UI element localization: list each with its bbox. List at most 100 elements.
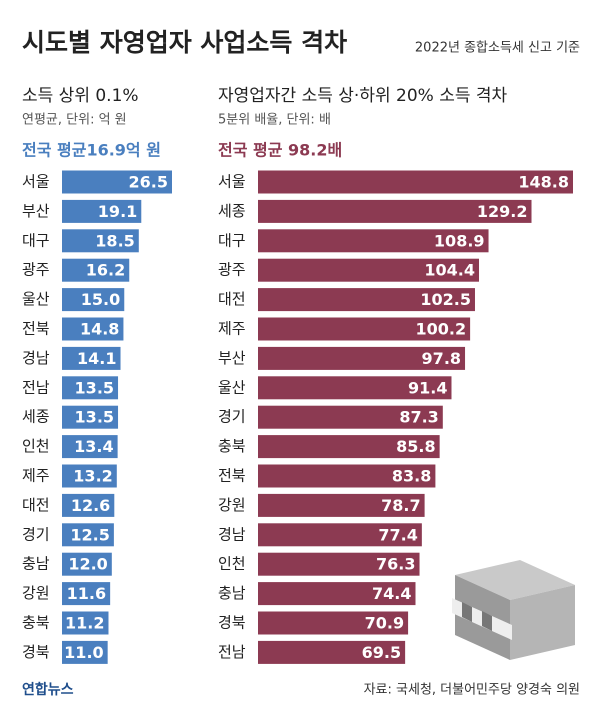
bar xyxy=(62,552,112,576)
category-label: 부산 xyxy=(218,349,246,367)
bar xyxy=(258,199,532,223)
value-label: 11.0 xyxy=(64,643,103,662)
value-label: 12.6 xyxy=(71,496,110,515)
category-label: 전북 xyxy=(22,320,50,338)
category-label: 광주 xyxy=(218,261,246,279)
category-label: 충북 xyxy=(22,614,50,632)
bar xyxy=(258,405,443,429)
value-label: 104.4 xyxy=(424,261,475,280)
value-label: 13.4 xyxy=(74,437,113,456)
building-icon xyxy=(452,560,575,660)
bar xyxy=(258,582,416,606)
bar xyxy=(62,229,139,253)
value-label: 148.8 xyxy=(518,173,569,192)
category-label: 서울 xyxy=(218,173,246,191)
value-label: 87.3 xyxy=(399,408,438,427)
category-label: 울산 xyxy=(22,290,50,308)
logo: 연합뉴스 xyxy=(22,681,74,698)
bar xyxy=(258,170,573,194)
bar xyxy=(62,258,130,282)
bar xyxy=(62,346,121,370)
value-label: 14.8 xyxy=(80,320,119,339)
source: 자료: 국세청, 더불어민주당 양경숙 의원 xyxy=(364,683,580,698)
value-label: 108.9 xyxy=(434,231,485,250)
bar xyxy=(258,464,436,488)
chart-subtitle: 연평균, 단위: 억 원 xyxy=(22,113,127,128)
category-label: 울산 xyxy=(218,378,246,396)
value-label: 85.8 xyxy=(396,437,435,456)
category-label: 경북 xyxy=(22,643,50,661)
bar xyxy=(62,199,142,223)
value-label: 11.2 xyxy=(65,614,104,633)
bar xyxy=(258,640,406,664)
category-label: 인천 xyxy=(218,555,246,573)
value-label: 11.6 xyxy=(67,584,106,603)
value-label: 69.5 xyxy=(362,643,401,662)
category-label: 전남 xyxy=(218,643,246,661)
value-label: 129.2 xyxy=(477,202,528,221)
bar xyxy=(62,405,119,429)
value-label: 76.3 xyxy=(376,555,415,574)
category-label: 서울 xyxy=(22,173,50,191)
bar xyxy=(62,376,119,400)
category-label: 대구 xyxy=(22,231,50,249)
category-label: 충남 xyxy=(218,584,246,602)
bar xyxy=(258,317,471,341)
value-label: 18.5 xyxy=(95,231,134,250)
value-label: 13.5 xyxy=(75,378,114,397)
bar xyxy=(62,582,111,606)
value-label: 91.4 xyxy=(408,378,447,397)
category-label: 부산 xyxy=(22,202,50,220)
bar xyxy=(258,288,475,312)
chart-subtitle: 5분위 배율, 단위: 배 xyxy=(218,113,331,128)
value-label: 14.1 xyxy=(77,349,116,368)
value-label: 13.2 xyxy=(73,467,112,486)
value-label: 70.9 xyxy=(365,614,404,633)
bar xyxy=(258,346,466,370)
category-label: 전북 xyxy=(218,467,246,485)
value-label: 100.2 xyxy=(416,320,467,339)
bar xyxy=(62,170,172,194)
category-label: 세종 xyxy=(218,202,246,220)
title: 시도별 자영업자 사업소득 격차 xyxy=(22,28,347,57)
bar xyxy=(62,523,114,547)
bar xyxy=(258,258,480,282)
value-label: 78.7 xyxy=(381,496,420,515)
category-label: 광주 xyxy=(22,261,50,279)
value-label: 12.0 xyxy=(68,555,107,574)
bar xyxy=(258,376,452,400)
bar xyxy=(258,523,422,547)
chart-title: 소득 상위 0.1% xyxy=(22,86,139,106)
chart-title: 자영업자간 소득 상·하위 20% 소득 격차 xyxy=(218,86,508,106)
bar xyxy=(62,435,118,459)
category-label: 강원 xyxy=(218,496,246,514)
value-label: 83.8 xyxy=(392,467,431,486)
category-label: 경남 xyxy=(218,525,246,543)
value-label: 74.4 xyxy=(372,584,411,603)
category-label: 대전 xyxy=(22,496,50,514)
bar xyxy=(62,317,124,341)
value-label: 26.5 xyxy=(129,173,168,192)
category-label: 제주 xyxy=(22,467,50,485)
annotation: 전국 평균16.9억 원 xyxy=(22,141,161,160)
category-label: 경남 xyxy=(22,349,50,367)
bar xyxy=(62,288,125,312)
category-label: 대구 xyxy=(218,231,246,249)
value-label: 102.5 xyxy=(420,290,471,309)
bar xyxy=(258,552,420,576)
category-label: 충북 xyxy=(218,437,246,455)
category-label: 세종 xyxy=(22,408,50,426)
value-label: 97.8 xyxy=(422,349,461,368)
category-label: 경기 xyxy=(22,525,50,543)
annotation: 전국 평균 98.2배 xyxy=(218,141,342,160)
category-label: 충남 xyxy=(22,555,50,573)
category-label: 대전 xyxy=(218,290,246,308)
category-label: 전남 xyxy=(22,378,50,396)
bar xyxy=(62,611,109,635)
bar xyxy=(62,640,108,664)
category-label: 강원 xyxy=(22,584,50,602)
value-label: 13.5 xyxy=(75,408,114,427)
value-label: 77.4 xyxy=(378,525,417,544)
bar xyxy=(258,229,489,253)
